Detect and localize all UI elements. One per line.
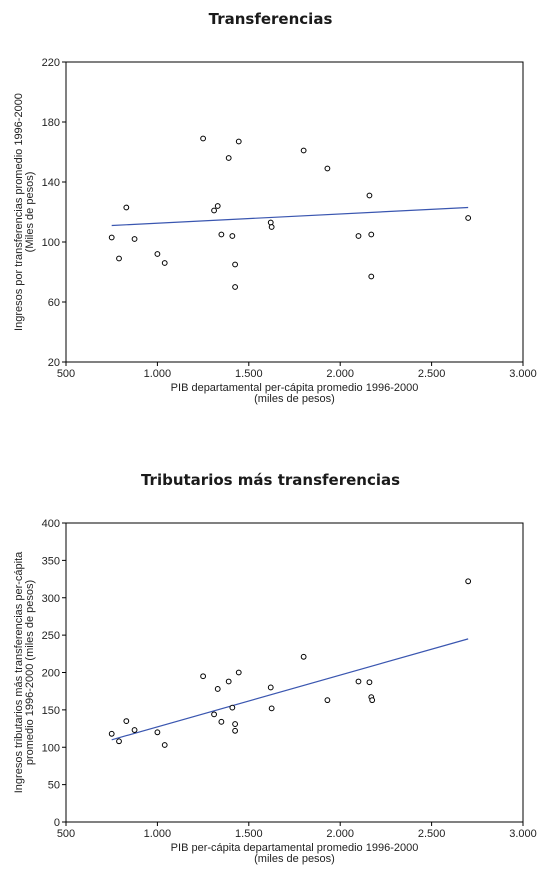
chart-2-data-point [211, 711, 217, 718]
chart-2-x-tick-label: 3.000 [509, 828, 537, 840]
chart-1-data-point [366, 192, 373, 199]
chart-1-data-point [267, 219, 274, 226]
chart-2-data-point [108, 730, 115, 737]
chart-2-data-point [154, 729, 161, 736]
chart-2-data-point [161, 742, 168, 748]
chart-1-x-tick-label: 2.500 [418, 368, 446, 380]
chart-2-y-tick-label: 250 [42, 630, 60, 642]
chart-2-data-point [300, 653, 307, 660]
chart-1-plot-frame [65, 61, 524, 363]
chart-1-data-point [300, 147, 307, 154]
chart-1-y-axis-label: (Miles de pesos) [24, 172, 36, 253]
chart-1-trend-line [111, 206, 469, 227]
chart-2-data-point [200, 673, 207, 680]
chart-2-data-point [324, 697, 331, 704]
chart-2-x-axis-label: PIB per-cápita departamental promedio 19… [171, 842, 419, 854]
chart-2-data-point [355, 678, 362, 685]
chart-2-data-point [268, 705, 275, 712]
chart-1-data-point [108, 234, 115, 241]
chart-1-x-tick-label: 2.000 [326, 368, 354, 380]
chart-2-trend-line [111, 638, 469, 741]
chart-2-y-tick-label: 100 [42, 742, 60, 754]
chart-2-x-axis-label: (miles de pesos) [254, 853, 335, 865]
chart-2-data-point [123, 718, 130, 724]
chart-2-x-tick-label: 1.500 [235, 828, 263, 840]
chart-1-data-point [218, 231, 225, 238]
chart-1-data-point [225, 155, 232, 161]
chart-1-data-point [465, 215, 472, 221]
chart-1-data-point [214, 203, 221, 209]
chart-2-x-tick-label: 2.500 [418, 828, 446, 840]
chart-1-data-point [229, 233, 236, 239]
chart-2-data-point [465, 578, 472, 585]
chart-1-data-point [131, 236, 138, 242]
chart-1-data-point [123, 204, 130, 211]
chart-2-data-point [229, 704, 236, 711]
chart-1-data-point [324, 165, 331, 172]
chart-2-data-point [232, 721, 238, 727]
chart-1-data-point [154, 251, 161, 257]
chart-1-y-tick-label: 180 [42, 117, 60, 129]
chart-2-data-point [366, 679, 373, 686]
chart-1-data-point [161, 260, 168, 266]
chart-1-y-tick-label: 60 [48, 297, 60, 309]
chart-2-x-tick-label: 500 [57, 828, 75, 840]
chart-1-x-axis-label: PIB departamental per-cápita promedio 19… [171, 382, 419, 394]
chart-1-data-point [211, 207, 217, 214]
chart-2-y-tick-label: 200 [42, 668, 60, 680]
chart-2-plot: 0 50 100 150 200 250 300 350 400 500 1.000 1.500 2.0… [13, 518, 537, 865]
chart-2-y-axis-label: promedio 1996-2000 (miles de pesos) [24, 580, 36, 765]
chart-2-data-point [214, 686, 221, 692]
chart-2-data-point [225, 678, 232, 685]
chart-1-data-point [235, 138, 242, 145]
chart-1-data-point [116, 255, 122, 262]
chart-2-x-tick-label: 2.000 [326, 828, 354, 840]
chart-2-data-point [235, 669, 242, 676]
chart-2-y-tick-label: 350 [42, 555, 60, 567]
chart-2-data-point [232, 727, 238, 734]
chart-1-x-tick-label: 1.000 [144, 368, 172, 380]
chart-1-y-tick-label: 100 [42, 237, 60, 249]
chart-1-data-point [355, 233, 362, 239]
chart-1-x-tick-label: 3.000 [509, 368, 537, 380]
chart-2-y-axis-label: Ingresos tributarios más transferencias … [13, 551, 25, 793]
chart-1-data-point [268, 224, 275, 230]
chart-1-x-tick-label: 500 [57, 368, 75, 380]
chart-1-x-axis-label: (miles de pesos) [254, 393, 335, 405]
chart-1-y-tick-label: 220 [42, 57, 60, 69]
chart-2-y-tick-label: 400 [42, 518, 60, 530]
chart-2-data-point [218, 718, 225, 725]
chart-1-data-point [232, 261, 238, 268]
chart-1-plot: 20 60 100 140 180 220 500 1.000 1.500 2.000 2.500 3… [13, 57, 537, 405]
chart-1-x-tick-label: 1.500 [235, 368, 263, 380]
chart-1-y-axis-label: Ingresos por transferencias promedio 199… [13, 93, 25, 331]
chart-2-y-tick-label: 50 [48, 780, 60, 792]
chart-2-data-point [116, 738, 122, 745]
chart-2-data-point [131, 727, 138, 733]
chart-2-y-tick-label: 0 [54, 817, 60, 829]
chart-2-plot-frame [65, 522, 524, 823]
chart-2-x-tick-label: 1.000 [144, 828, 172, 840]
chart-2-y-tick-label: 150 [42, 705, 60, 717]
chart-1-title: Transferencias [208, 10, 333, 28]
chart-2-data-point [369, 697, 376, 704]
chart-1-data-point [368, 231, 375, 238]
chart-2-title: Tributarios más transferencias [140, 471, 401, 489]
chart-1-data-point [232, 284, 238, 290]
chart-1-data-point [200, 135, 207, 142]
chart-1-y-tick-label: 140 [42, 177, 60, 189]
chart-2-data-point [267, 684, 274, 691]
chart-2-y-tick-label: 300 [42, 593, 60, 605]
chart-1-y-tick-label: 20 [48, 357, 60, 369]
chart-1-data-point [368, 273, 375, 280]
